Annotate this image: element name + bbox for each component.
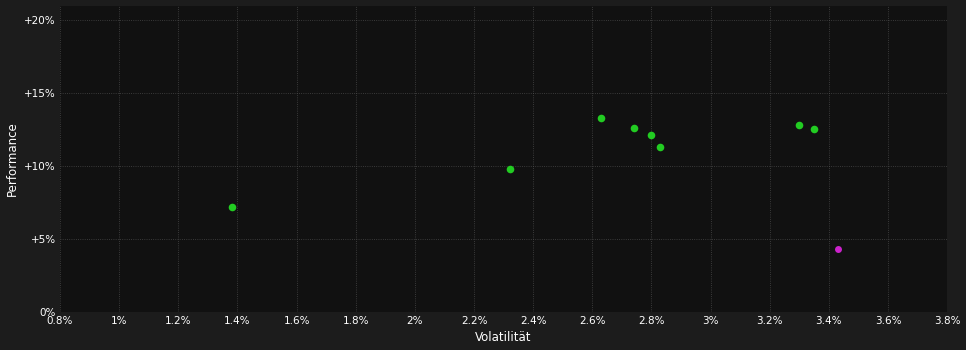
- Point: [501, 166, 517, 172]
- Point: [224, 204, 240, 210]
- Point: [807, 127, 822, 132]
- Point: [791, 122, 807, 128]
- Point: [626, 125, 641, 131]
- Point: [653, 144, 668, 150]
- Point: [643, 133, 659, 138]
- Point: [593, 115, 609, 121]
- X-axis label: Volatilität: Volatilität: [475, 331, 532, 344]
- Point: [830, 246, 845, 252]
- Y-axis label: Performance: Performance: [6, 121, 18, 196]
